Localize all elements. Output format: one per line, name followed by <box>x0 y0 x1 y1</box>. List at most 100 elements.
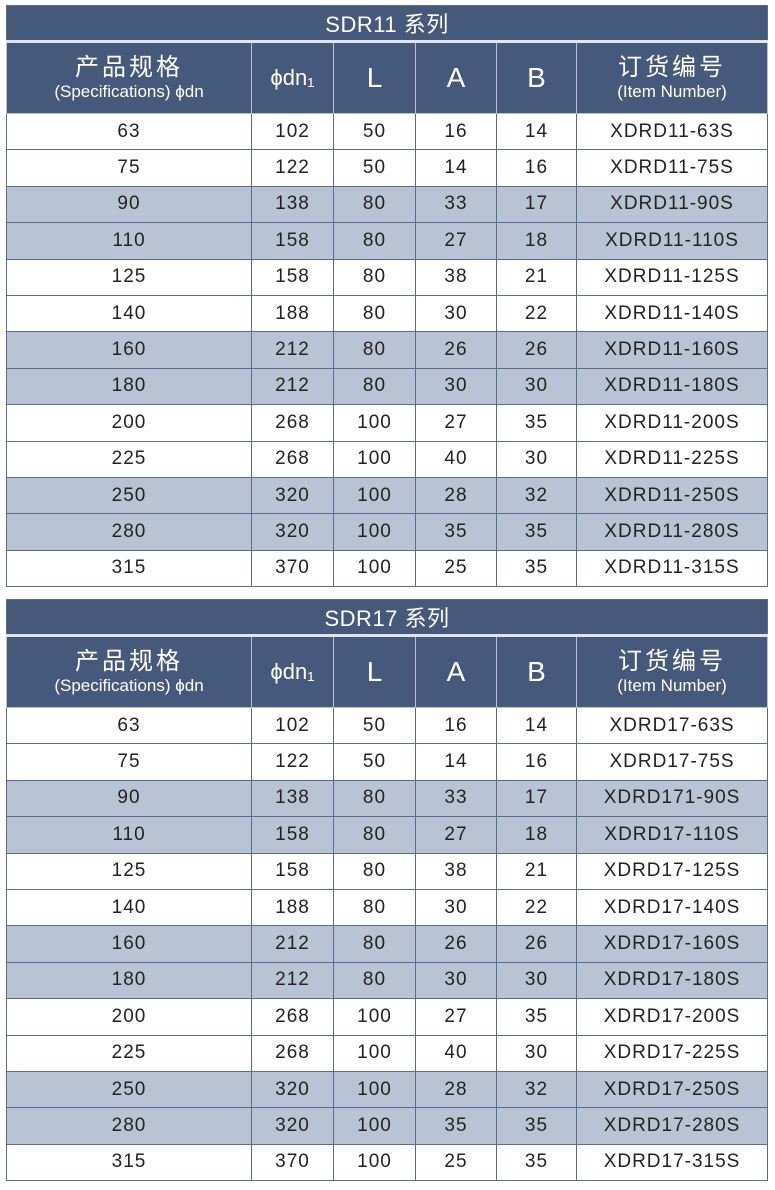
table-row: 180 212 80 30 30 XDRD11-180S <box>6 367 768 406</box>
table-cell: 27 <box>415 222 497 260</box>
table-row: 125 158 80 38 21 XDRD11-125S <box>6 258 768 296</box>
table-row: 75 122 50 14 16 XDRD17-75S <box>6 743 769 781</box>
table-cell: 26 <box>496 331 577 369</box>
table-cell: 16 <box>415 112 497 151</box>
table-cell: 315 <box>6 549 252 588</box>
table-cell: XDRD11-315S <box>576 549 768 588</box>
table-cell: 80 <box>333 367 416 406</box>
table-cell: 22 <box>496 294 577 333</box>
table-cell: 320 <box>251 1070 334 1109</box>
table-cell: XDRD11-200S <box>576 404 768 442</box>
table-row: 200 268 100 27 35 XDRD11-200S <box>6 404 768 442</box>
table-row: 250 320 100 28 32 XDRD11-250S <box>6 476 768 515</box>
table-row: 140 188 80 30 22 XDRD17-140S <box>6 888 769 927</box>
table-cell: 180 <box>6 367 252 406</box>
table-cell: 80 <box>333 294 416 333</box>
table-cell: XDRD17-315S <box>575 1143 769 1182</box>
table-cell: 80 <box>333 925 416 963</box>
table-cell: 100 <box>333 440 416 478</box>
table-cell: 158 <box>251 852 334 890</box>
table-row: 250 320 100 28 32 XDRD17-250S <box>6 1070 769 1109</box>
header-l: L <box>333 41 416 114</box>
table-cell: 27 <box>415 404 497 442</box>
table-cell: 225 <box>6 1034 252 1072</box>
table-row: 140 188 80 30 22 XDRD11-140S <box>6 294 768 333</box>
table-cell: 35 <box>496 998 577 1036</box>
table-cell: 90 <box>6 185 252 224</box>
table-cell: 63 <box>6 112 252 151</box>
table-cell: 38 <box>415 852 497 890</box>
table-row: 160 212 80 26 26 XDRD11-160S <box>6 331 768 369</box>
table-cell: 14 <box>415 743 497 781</box>
spec-table-1: SDR11 系列 产品规格 (Specifications) ϕdn ϕdn₁ L… <box>6 5 768 588</box>
table-cell: 125 <box>6 258 252 296</box>
table-cell: 21 <box>496 258 577 296</box>
table-cell: 30 <box>496 367 577 406</box>
table-row: 90 138 80 33 17 XDRD171-90S <box>6 779 769 818</box>
table-cell: XDRD11-180S <box>576 367 768 406</box>
table-cell: 212 <box>251 925 334 963</box>
table-cell: XDRD11-110S <box>576 222 768 260</box>
table-cell: 268 <box>251 1034 334 1072</box>
table-cell: 320 <box>251 476 334 515</box>
table-cell: XDRD11-140S <box>576 294 768 333</box>
table-row: 63 102 50 16 14 XDRD11-63S <box>6 112 768 151</box>
table-cell: 268 <box>251 404 334 442</box>
table-cell: 32 <box>496 476 577 515</box>
table-cell: 100 <box>333 549 416 588</box>
table-cell: XDRD17-75S <box>575 743 769 781</box>
table-cell: 80 <box>333 222 416 260</box>
table-row: 75 122 50 14 16 XDRD11-75S <box>6 149 768 187</box>
table-row: 280 320 100 35 35 XDRD11-280S <box>6 513 768 551</box>
table-cell: 80 <box>333 961 416 1000</box>
table-cell: 30 <box>496 440 577 478</box>
table-cell: XDRD171-90S <box>575 779 769 818</box>
table-cell: 50 <box>333 112 416 151</box>
table-cell: 280 <box>6 513 252 551</box>
table-cell: XDRD11-90S <box>576 185 768 224</box>
table-cell: XDRD17-63S <box>575 706 769 745</box>
table-cell: 80 <box>333 258 416 296</box>
table-cell: 63 <box>6 706 252 745</box>
table-row: 200 268 100 27 35 XDRD17-200S <box>6 998 769 1036</box>
table-cell: 17 <box>496 779 577 818</box>
table-cell: 75 <box>6 149 252 187</box>
table-cell: 14 <box>415 149 497 187</box>
table-cell: 125 <box>6 852 252 890</box>
table-cell: 18 <box>496 222 577 260</box>
table-cell: 30 <box>415 888 497 927</box>
table-row: 315 370 100 25 35 XDRD11-315S <box>6 549 768 588</box>
header-l: L <box>333 635 416 708</box>
table-cell: XDRD17-125S <box>575 852 769 890</box>
table-row: 180 212 80 30 30 XDRD17-180S <box>6 961 769 1000</box>
table-cell: 16 <box>496 149 577 187</box>
table-cell: 320 <box>251 1107 334 1145</box>
table-cell: 18 <box>496 816 577 854</box>
table-cell: 30 <box>415 961 497 1000</box>
table-cell: XDRD11-225S <box>576 440 768 478</box>
table-title: SDR11 系列 <box>6 5 768 43</box>
table-cell: 160 <box>6 331 252 369</box>
table-cell: 180 <box>6 961 252 1000</box>
table-cell: XDRD11-160S <box>576 331 768 369</box>
table-cell: 268 <box>251 440 334 478</box>
header-b: B <box>496 635 577 708</box>
header-dn1: ϕdn₁ <box>251 41 334 114</box>
table-cell: XDRD17-200S <box>575 998 769 1036</box>
table-cell: 33 <box>415 185 497 224</box>
table-cell: 27 <box>415 998 497 1036</box>
table-cell: 158 <box>251 816 334 854</box>
table-cell: 110 <box>6 222 252 260</box>
table-cell: 35 <box>415 513 497 551</box>
table-cell: 268 <box>251 998 334 1036</box>
table-cell: 100 <box>333 1143 416 1182</box>
table-cell: 122 <box>251 743 334 781</box>
table-cell: 30 <box>415 367 497 406</box>
table-row: 125 158 80 38 21 XDRD17-125S <box>6 852 769 890</box>
table-cell: 80 <box>333 331 416 369</box>
table-cell: XDRD11-280S <box>576 513 768 551</box>
table-row: 160 212 80 26 26 XDRD17-160S <box>6 925 769 963</box>
table-cell: 80 <box>333 852 416 890</box>
table-cell: 102 <box>251 112 334 151</box>
table-cell: XDRD11-75S <box>576 149 768 187</box>
